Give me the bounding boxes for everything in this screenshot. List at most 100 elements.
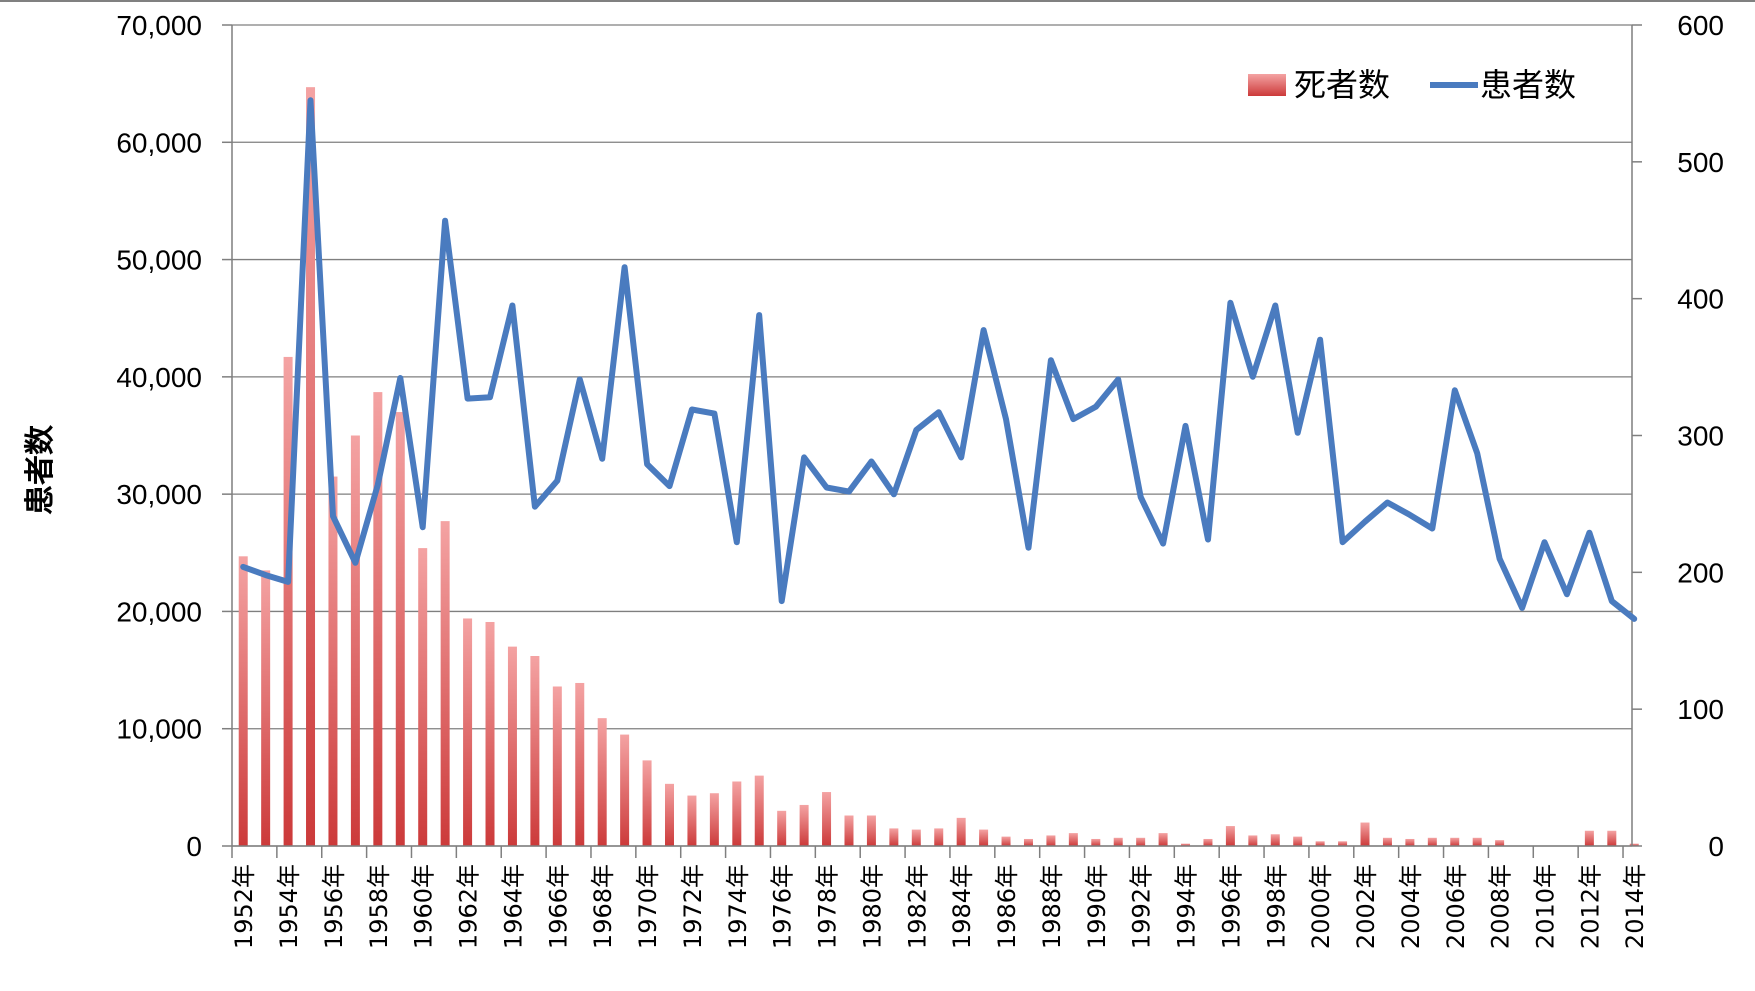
bar-1982年	[911, 829, 921, 846]
x-tick-label: 1966年	[544, 864, 572, 949]
x-tick-label: 1992年	[1128, 864, 1156, 949]
y-left-tick-label: 0	[186, 831, 202, 862]
bar-2000年	[1315, 841, 1325, 846]
axes	[222, 24, 1642, 858]
bar-1952年	[238, 556, 248, 846]
x-ticks: 1952年 1954年 1956年 1958年 1960年 1962年 1964年 1966年…	[230, 864, 1649, 949]
bar-1989年	[1068, 833, 1078, 846]
y-right-tick-label: 100	[1677, 694, 1724, 725]
x-tick-label: 2014年	[1621, 864, 1649, 949]
bar-1967年	[575, 682, 585, 846]
bar-1994年	[1181, 843, 1191, 846]
x-tick-label: 1952年	[230, 864, 258, 949]
x-tick-label: 1964年	[499, 864, 527, 949]
bar-1979年	[844, 815, 854, 846]
y-left-tick-label: 10,000	[116, 714, 202, 745]
bar-1953年	[261, 570, 271, 846]
bar-1992年	[1136, 837, 1146, 846]
bar-1968年	[597, 718, 607, 846]
bar-1957年	[350, 435, 360, 846]
bar-1961年	[440, 521, 450, 846]
y-right-tick-label: 400	[1677, 284, 1724, 315]
x-tick-label: 1956年	[320, 864, 348, 949]
bar-1998年	[1270, 834, 1280, 846]
bar-1963年	[485, 621, 495, 846]
bar-2004年	[1405, 838, 1415, 846]
x-tick-label: 1996年	[1217, 864, 1245, 949]
bar-1983年	[934, 828, 944, 846]
line-series	[240, 97, 1638, 622]
bar-1962年	[463, 618, 473, 846]
bar-2005年	[1427, 837, 1437, 846]
bar-2003年	[1382, 837, 1392, 846]
bar-1964年	[507, 646, 517, 846]
y-left-tick-label: 50,000	[116, 245, 202, 276]
x-tick-label: 2008年	[1487, 864, 1515, 949]
y-left-axis-title: 患者数	[23, 424, 58, 515]
bar-2013年	[1607, 830, 1617, 846]
x-tick-label: 2000年	[1307, 864, 1335, 949]
x-tick-label: 1954年	[275, 864, 303, 949]
bar-1981年	[889, 828, 899, 846]
x-tick-label: 1986年	[993, 864, 1021, 949]
bar-series	[238, 87, 1639, 846]
x-tick-label: 1988年	[1038, 864, 1066, 949]
bar-1974年	[732, 781, 742, 846]
x-tick-label: 2006年	[1442, 864, 1470, 949]
x-tick-label: 1976年	[769, 864, 797, 949]
bar-1991年	[1113, 837, 1123, 846]
x-tick-label: 1990年	[1083, 864, 1111, 949]
y-left-tick-label: 60,000	[116, 127, 202, 158]
y-right-tick-label: 300	[1677, 421, 1724, 452]
y-left-tick-label: 40,000	[116, 362, 202, 393]
bar-1996年	[1225, 826, 1235, 846]
x-tick-label: 2004年	[1397, 864, 1425, 949]
bar-1988年	[1046, 835, 1056, 846]
y-right-tick-label: 500	[1677, 147, 1724, 178]
bar-1976年	[777, 810, 787, 846]
bar-1987年	[1023, 838, 1033, 846]
bar-1975年	[754, 775, 764, 846]
bar-1954年	[283, 356, 293, 846]
y-left-ticks: 0 10,000 20,000 30,000 40,000 50,000 60,000 70,…	[116, 10, 202, 862]
bar-1972年	[687, 795, 697, 846]
x-tick-label: 2010年	[1532, 864, 1560, 949]
x-tick-label: 1998年	[1262, 864, 1290, 949]
bar-1973年	[709, 793, 719, 846]
y-left-tick-label: 30,000	[116, 479, 202, 510]
bar-1971年	[665, 783, 674, 846]
bar-1977年	[799, 804, 809, 846]
bar-1990年	[1091, 838, 1101, 846]
bar-1958年	[373, 392, 383, 846]
bar-1969年	[620, 734, 630, 846]
bar-2002年	[1360, 822, 1370, 846]
bar-2007年	[1472, 837, 1482, 846]
x-tick-label: 1972年	[679, 864, 707, 949]
bar-1993年	[1158, 833, 1168, 846]
legend-label-deaths: 死者数	[1294, 66, 1390, 104]
bar-1985年	[979, 829, 989, 846]
bar-1978年	[822, 792, 832, 846]
bar-1966年	[552, 686, 562, 846]
y-right-tick-label: 0	[1708, 831, 1724, 862]
legend-label-patients: 患者数	[1480, 66, 1576, 104]
bar-1995年	[1203, 838, 1213, 846]
line-patients	[240, 97, 1638, 622]
x-tick-label: 1994年	[1173, 864, 1201, 949]
x-tick-label: 2002年	[1352, 864, 1380, 949]
bar-1960年	[418, 548, 428, 846]
legend-swatch-deaths	[1248, 74, 1286, 96]
x-tick-label: 1968年	[589, 864, 617, 949]
x-tick-label: 1980年	[858, 864, 886, 949]
y-right-tick-label: 600	[1677, 10, 1724, 41]
x-tick-label: 1984年	[948, 864, 976, 949]
x-tick-label: 1974年	[724, 864, 752, 949]
bar-2006年	[1450, 837, 1460, 846]
x-tick-label: 1970年	[634, 864, 662, 949]
y-left-tick-label: 20,000	[116, 596, 202, 627]
bar-2012年	[1584, 830, 1594, 846]
x-tick-label: 1982年	[903, 864, 931, 949]
y-right-tick-label: 200	[1677, 557, 1724, 588]
bar-1997年	[1248, 835, 1258, 846]
x-tick-label: 1958年	[365, 864, 393, 949]
